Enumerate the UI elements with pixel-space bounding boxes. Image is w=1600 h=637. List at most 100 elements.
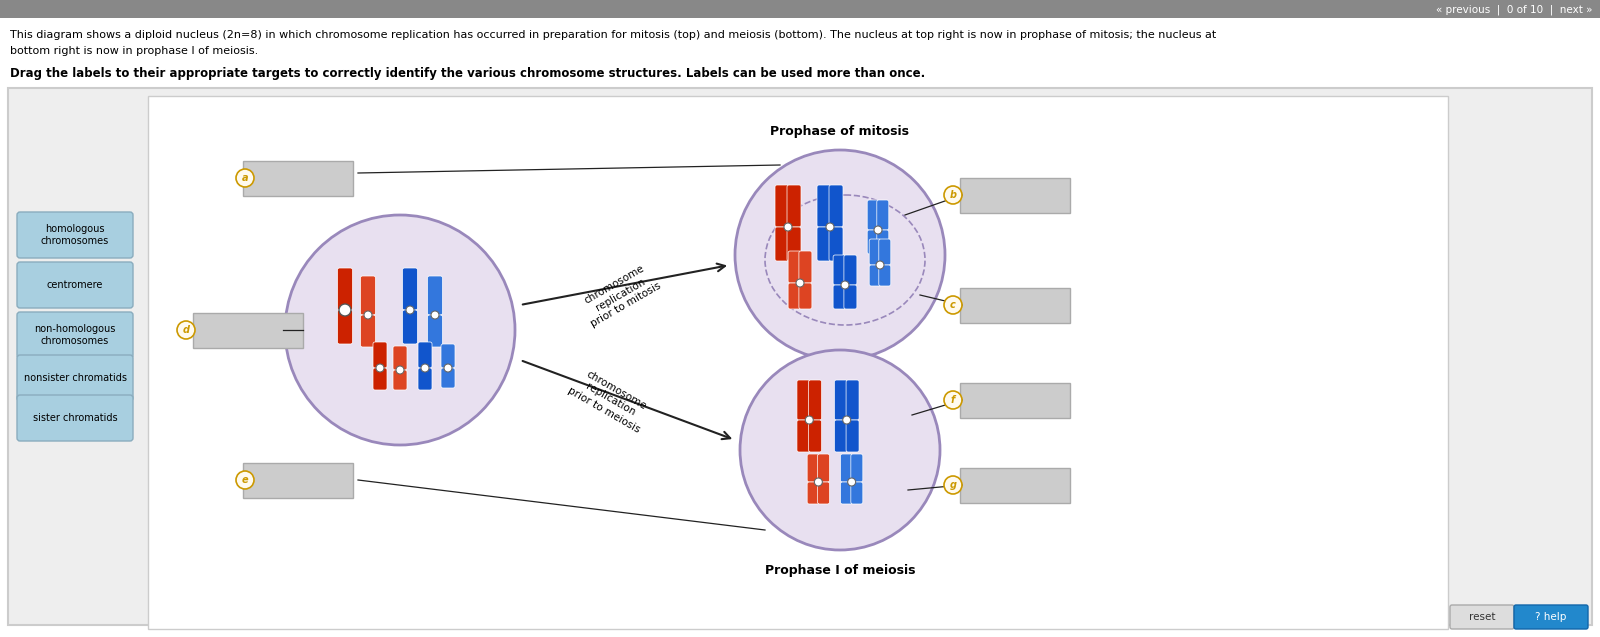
FancyBboxPatch shape [798, 251, 811, 283]
FancyBboxPatch shape [851, 482, 862, 504]
Circle shape [944, 476, 962, 494]
Circle shape [843, 416, 851, 424]
Text: c: c [950, 300, 955, 310]
FancyBboxPatch shape [834, 380, 848, 420]
FancyBboxPatch shape [829, 227, 843, 261]
FancyBboxPatch shape [442, 368, 454, 388]
FancyBboxPatch shape [243, 462, 354, 497]
Circle shape [339, 304, 350, 316]
FancyBboxPatch shape [789, 283, 802, 309]
Circle shape [376, 364, 384, 372]
FancyBboxPatch shape [806, 454, 819, 482]
Text: d: d [182, 325, 189, 335]
FancyBboxPatch shape [818, 482, 829, 504]
Text: non-homologous
chromosomes: non-homologous chromosomes [34, 324, 115, 346]
FancyBboxPatch shape [806, 482, 819, 504]
Circle shape [805, 416, 813, 424]
FancyBboxPatch shape [338, 268, 352, 310]
FancyBboxPatch shape [338, 310, 352, 344]
FancyBboxPatch shape [147, 96, 1448, 629]
Circle shape [848, 478, 856, 486]
Circle shape [874, 226, 882, 234]
FancyBboxPatch shape [442, 344, 454, 368]
FancyBboxPatch shape [418, 342, 432, 368]
Text: ? help: ? help [1536, 612, 1566, 622]
Text: b: b [949, 190, 957, 200]
FancyBboxPatch shape [418, 368, 432, 390]
FancyBboxPatch shape [797, 380, 810, 420]
FancyBboxPatch shape [0, 0, 1600, 18]
FancyBboxPatch shape [834, 285, 846, 309]
FancyBboxPatch shape [373, 342, 387, 368]
FancyBboxPatch shape [403, 310, 418, 344]
FancyBboxPatch shape [846, 420, 859, 452]
FancyBboxPatch shape [194, 313, 302, 348]
Circle shape [445, 364, 453, 372]
FancyBboxPatch shape [427, 276, 443, 315]
FancyBboxPatch shape [360, 315, 376, 347]
Circle shape [397, 366, 403, 374]
FancyBboxPatch shape [878, 265, 891, 286]
Text: e: e [242, 475, 248, 485]
FancyBboxPatch shape [829, 185, 843, 227]
Circle shape [365, 311, 371, 319]
FancyBboxPatch shape [851, 454, 862, 482]
FancyBboxPatch shape [798, 283, 811, 309]
FancyBboxPatch shape [869, 265, 882, 286]
FancyBboxPatch shape [867, 200, 880, 230]
FancyBboxPatch shape [1514, 605, 1587, 629]
FancyBboxPatch shape [867, 230, 880, 254]
FancyBboxPatch shape [1450, 605, 1514, 629]
FancyBboxPatch shape [960, 287, 1070, 322]
Circle shape [406, 306, 414, 314]
Text: Prophase I of meiosis: Prophase I of meiosis [765, 564, 915, 577]
FancyBboxPatch shape [834, 255, 846, 285]
Circle shape [237, 471, 254, 489]
FancyBboxPatch shape [18, 355, 133, 401]
FancyBboxPatch shape [843, 255, 858, 285]
FancyBboxPatch shape [960, 468, 1070, 503]
Circle shape [430, 311, 438, 319]
FancyBboxPatch shape [0, 18, 1600, 637]
Circle shape [877, 261, 883, 269]
FancyBboxPatch shape [787, 227, 802, 261]
FancyBboxPatch shape [960, 178, 1070, 213]
Circle shape [944, 391, 962, 409]
FancyBboxPatch shape [797, 420, 810, 452]
FancyBboxPatch shape [18, 312, 133, 358]
FancyBboxPatch shape [18, 262, 133, 308]
FancyBboxPatch shape [243, 161, 354, 196]
Text: nonsister chromatids: nonsister chromatids [24, 373, 126, 383]
Text: Drag the labels to their appropriate targets to correctly identify the various c: Drag the labels to their appropriate tar… [10, 67, 925, 80]
Circle shape [842, 281, 850, 289]
Circle shape [421, 364, 429, 372]
FancyBboxPatch shape [834, 420, 848, 452]
FancyBboxPatch shape [818, 454, 829, 482]
FancyBboxPatch shape [808, 420, 822, 452]
Text: This diagram shows a diploid nucleus (2n=8) in which chromosome replication has : This diagram shows a diploid nucleus (2n… [10, 30, 1216, 40]
FancyBboxPatch shape [18, 395, 133, 441]
Text: f: f [950, 395, 955, 405]
FancyBboxPatch shape [877, 230, 890, 254]
FancyBboxPatch shape [840, 454, 853, 482]
FancyBboxPatch shape [394, 370, 406, 390]
FancyBboxPatch shape [427, 315, 443, 347]
FancyBboxPatch shape [960, 382, 1070, 417]
Circle shape [944, 186, 962, 204]
FancyBboxPatch shape [869, 239, 882, 265]
FancyBboxPatch shape [846, 380, 859, 420]
Circle shape [285, 215, 515, 445]
FancyBboxPatch shape [877, 200, 890, 230]
FancyBboxPatch shape [789, 251, 802, 283]
Circle shape [784, 223, 792, 231]
FancyBboxPatch shape [774, 185, 789, 227]
Circle shape [797, 279, 805, 287]
Text: homologous
chromosomes: homologous chromosomes [42, 224, 109, 246]
Circle shape [734, 150, 946, 360]
FancyBboxPatch shape [403, 268, 418, 310]
Text: chromosome
replication
prior to meiosis: chromosome replication prior to meiosis [566, 365, 654, 435]
Text: reset: reset [1469, 612, 1496, 622]
FancyBboxPatch shape [18, 212, 133, 258]
FancyBboxPatch shape [774, 227, 789, 261]
Circle shape [237, 169, 254, 187]
